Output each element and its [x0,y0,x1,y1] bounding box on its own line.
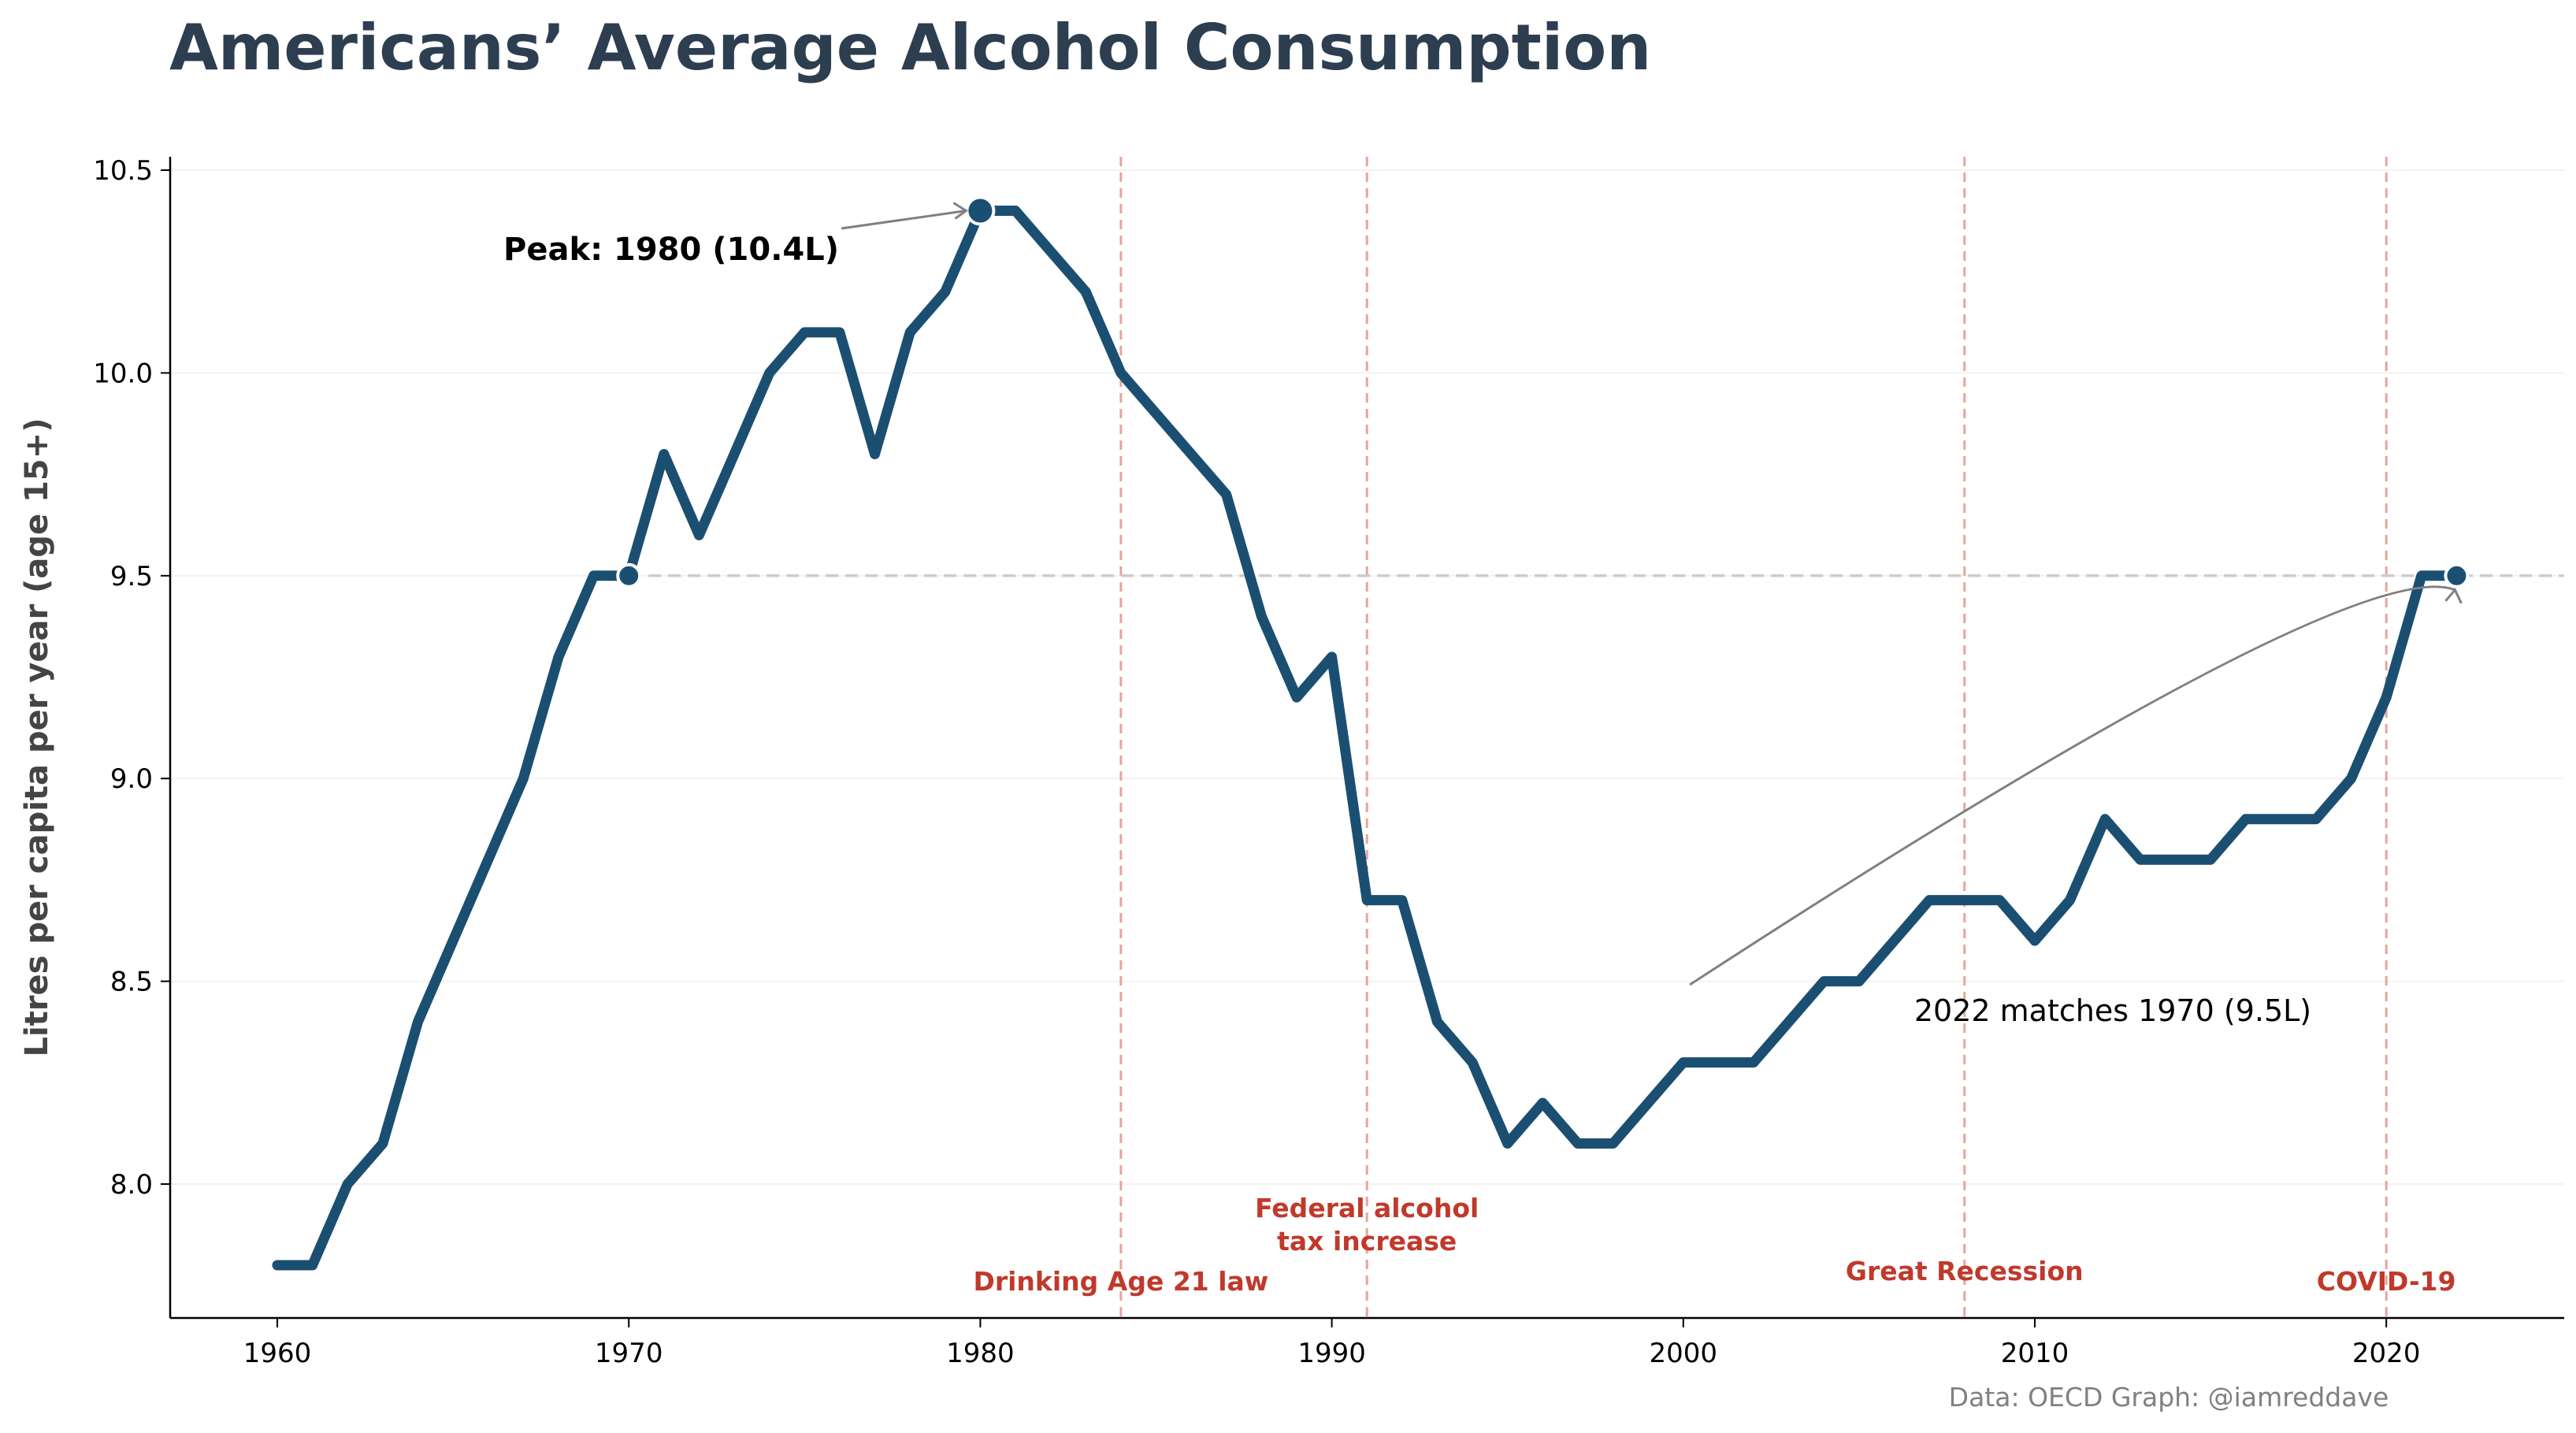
x-tick-label: 2000 [1650,1338,1718,1369]
y-tick-label: 10.0 [93,358,153,389]
highlight-point [616,562,642,588]
y-tick-label: 9.0 [110,763,153,795]
arrowhead [952,202,969,220]
y-tick-label: 10.5 [93,155,153,187]
event-label: tax increase [1277,1226,1457,1257]
y-tick-label: 8.5 [110,967,153,998]
y-axis-label: Litres per capita per year (age 15+) [19,418,55,1056]
x-tick-label: 1960 [243,1338,312,1369]
x-tick-label: 1990 [1297,1338,1366,1369]
chart-title: Americans’ Average Alcohol Consumption [169,11,1651,84]
x-tick-label: 1980 [946,1338,1015,1369]
x-tick-label: 2010 [2001,1338,2069,1369]
x-tick-label: 1970 [595,1338,663,1369]
highlight-point [965,195,996,226]
event-label: Great Recession [1846,1256,2084,1286]
y-tick-label: 8.0 [110,1169,153,1201]
arrowhead [2444,588,2463,604]
annotation-arrow [841,209,967,230]
event-label: Federal alcohol [1255,1193,1479,1223]
event-label: Drinking Age 21 law [973,1266,1268,1297]
annotation-2022: 2022 matches 1970 (9.5L) [1914,993,2311,1028]
highlight-point [2444,562,2470,588]
source-caption: Data: OECD Graph: @iamreddave [1949,1382,2389,1413]
annotation-peak: Peak: 1980 (10.4L) [503,232,839,268]
x-tick-label: 2020 [2352,1338,2421,1369]
event-label: COVID-19 [2317,1266,2456,1297]
y-tick-label: 9.5 [110,561,153,592]
annotation-arrow [1689,585,2455,986]
